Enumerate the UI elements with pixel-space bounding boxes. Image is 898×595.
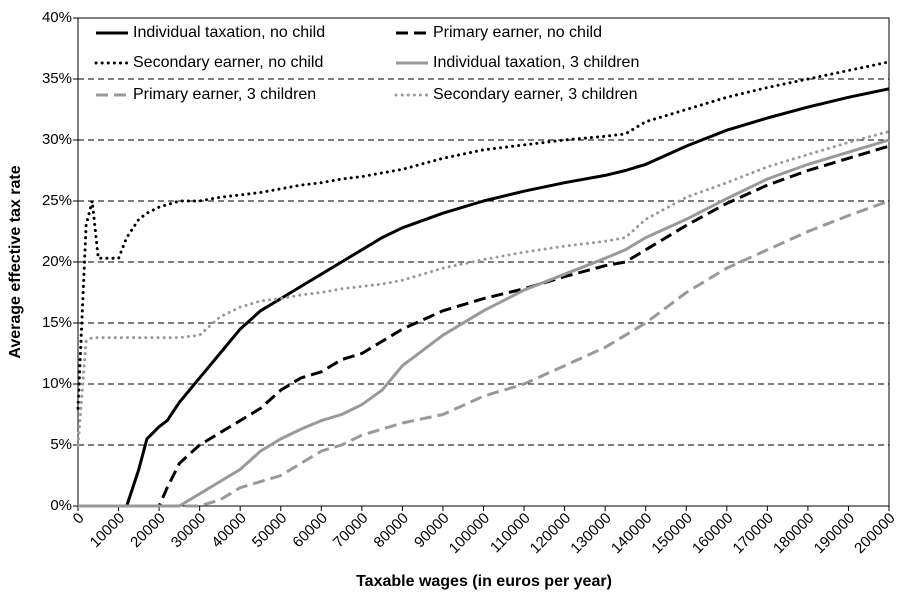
x-tick-label: 80000 xyxy=(371,510,413,552)
y-tick-label: 20% xyxy=(42,253,72,270)
legend-label: Primary earner, 3 children xyxy=(133,86,316,103)
x-tick-label: 100000 xyxy=(446,510,493,557)
x-axis-title: Taxable wages (in euros per year) xyxy=(356,573,612,590)
x-tick-label: 130000 xyxy=(567,510,614,557)
legend-background xyxy=(390,51,680,75)
x-tick-label: 70000 xyxy=(330,510,372,552)
y-tick-label: 25% xyxy=(42,192,72,209)
y-tick-label: 30% xyxy=(42,131,72,148)
legend-background xyxy=(390,83,680,107)
legend-background xyxy=(90,83,380,107)
x-tick-label: 110000 xyxy=(487,510,534,557)
x-tick-label: 180000 xyxy=(770,510,817,557)
x-tick-label: 140000 xyxy=(608,510,655,557)
legend-label: Secondary earner, no child xyxy=(133,54,323,71)
x-tick-label: 150000 xyxy=(648,510,695,557)
y-tick-label: 5% xyxy=(50,436,72,453)
y-axis-title: Average effective tax rate xyxy=(7,165,24,358)
x-tick-label: 40000 xyxy=(208,510,250,552)
x-tick-label: 120000 xyxy=(527,510,574,557)
x-tick-label: 60000 xyxy=(289,510,331,552)
y-tick-label: 35% xyxy=(42,70,72,87)
x-tick-label: 30000 xyxy=(168,510,210,552)
series-line xyxy=(76,130,891,447)
x-tick-label: 0 xyxy=(70,510,88,528)
series-line xyxy=(78,87,890,508)
x-tick-label: 20000 xyxy=(127,510,169,552)
legend-label: Individual taxation, 3 children xyxy=(433,54,639,71)
legend-label: Primary earner, no child xyxy=(433,24,602,41)
y-tick-label: 40% xyxy=(42,9,72,26)
legend-background xyxy=(90,51,380,75)
x-tick-label: 50000 xyxy=(249,510,291,552)
x-tick-label: 190000 xyxy=(811,510,858,557)
series-line xyxy=(78,199,890,508)
legend-background xyxy=(90,21,380,45)
x-tick-label: 160000 xyxy=(689,510,736,557)
x-tick-label: 10000 xyxy=(87,510,129,552)
y-tick-label: 0% xyxy=(50,497,72,514)
x-tick-label: 170000 xyxy=(730,510,777,557)
legend-label: Individual taxation, no child xyxy=(133,24,325,41)
legend-label: Secondary earner, 3 children xyxy=(433,86,638,103)
y-tick-label: 10% xyxy=(42,375,72,392)
legend-background xyxy=(390,21,680,45)
series-line xyxy=(76,60,891,410)
y-tick-label: 15% xyxy=(42,314,72,331)
x-tick-label: 200000 xyxy=(851,510,898,557)
